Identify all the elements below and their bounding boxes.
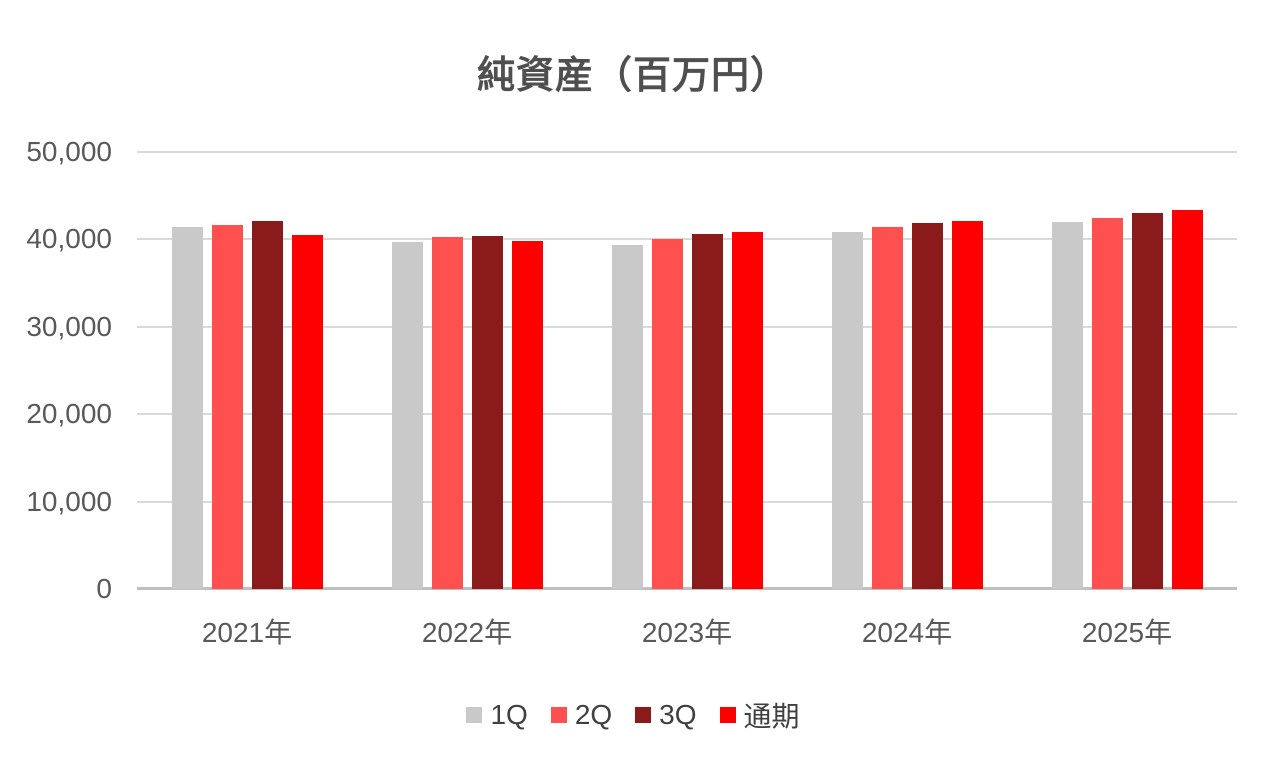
gridline-10000 [137,500,1237,503]
y-tick-label-30000: 30,000 [26,310,112,342]
bar-通期-2021年 [291,235,323,589]
bar-通期-2023年 [731,232,763,589]
legend: 1Q 2Q 3Q 通期 [0,695,1266,735]
legend-item-通期: 通期 [719,695,800,735]
chart-title: 純資産（百万円） [476,55,789,97]
y-tick-label-50000: 50,000 [26,136,112,167]
legend-label-通期: 通期 [743,701,800,732]
x-tick-label-2022年: 2022年 [421,617,513,648]
bar-3Q-2025年 [1131,213,1163,589]
bar-通期-2022年 [511,241,543,589]
legend-swatch-通期 [719,707,736,723]
bar-1Q-2025年 [1051,221,1083,589]
legend-swatch-2Q [550,707,567,723]
legend-item-2Q: 2Q [550,699,613,731]
y-tick-label-0: 0 [96,573,112,604]
plot-area [137,151,1237,590]
y-tick-label-20000: 20,000 [26,398,112,430]
gridline-50000 [137,151,1237,153]
legend-label-2Q: 2Q [574,699,613,730]
bar-group-2025年 [1017,152,1237,589]
x-tick-label-2021年: 2021年 [201,617,293,648]
bar-group-2022年 [357,152,577,589]
bar-2Q-2022年 [431,236,463,589]
bar-2Q-2023年 [651,239,683,589]
bar-3Q-2023年 [691,234,723,589]
x-tick-label-2025年: 2025年 [1081,617,1173,648]
y-tick-label-40000: 40,000 [26,223,112,255]
x-tick-label-2023年: 2023年 [641,617,733,648]
bar-通期-2024年 [951,221,983,589]
legend-item-3Q: 3Q [635,699,697,731]
bar-2Q-2021年 [211,225,243,589]
legend-swatch-3Q [635,707,652,723]
bar-group-2024年 [797,152,1017,589]
bar-1Q-2024年 [831,232,863,589]
x-axis-line [137,587,1237,590]
bar-1Q-2021年 [171,227,203,589]
bar-1Q-2022年 [391,242,423,589]
gridline-20000 [137,413,1237,416]
legend-item-1Q: 1Q [466,699,528,731]
bar-3Q-2021年 [251,221,283,589]
bar-2Q-2024年 [871,227,903,589]
bar-通期-2025年 [1171,209,1203,589]
bar-3Q-2022年 [471,235,503,589]
gridline-30000 [137,325,1237,328]
bar-group-2021年 [137,152,357,589]
gridline-40000 [137,238,1237,241]
bar-1Q-2023年 [611,244,643,589]
bar-group-2023年 [577,152,797,589]
legend-label-3Q: 3Q [659,699,697,730]
x-tick-label-2024年: 2024年 [861,617,953,648]
y-tick-label-10000: 10,000 [26,485,112,517]
legend-swatch-1Q [466,707,483,723]
y-axis: 0 10,000 20,000 30,000 40,000 50,000 [0,138,112,603]
x-axis: 2021年 2022年 2023年 2024年 2025年 [137,617,1237,651]
legend-label-1Q: 1Q [490,699,528,730]
bar-2Q-2025年 [1091,217,1123,589]
bar-3Q-2024年 [911,222,943,589]
